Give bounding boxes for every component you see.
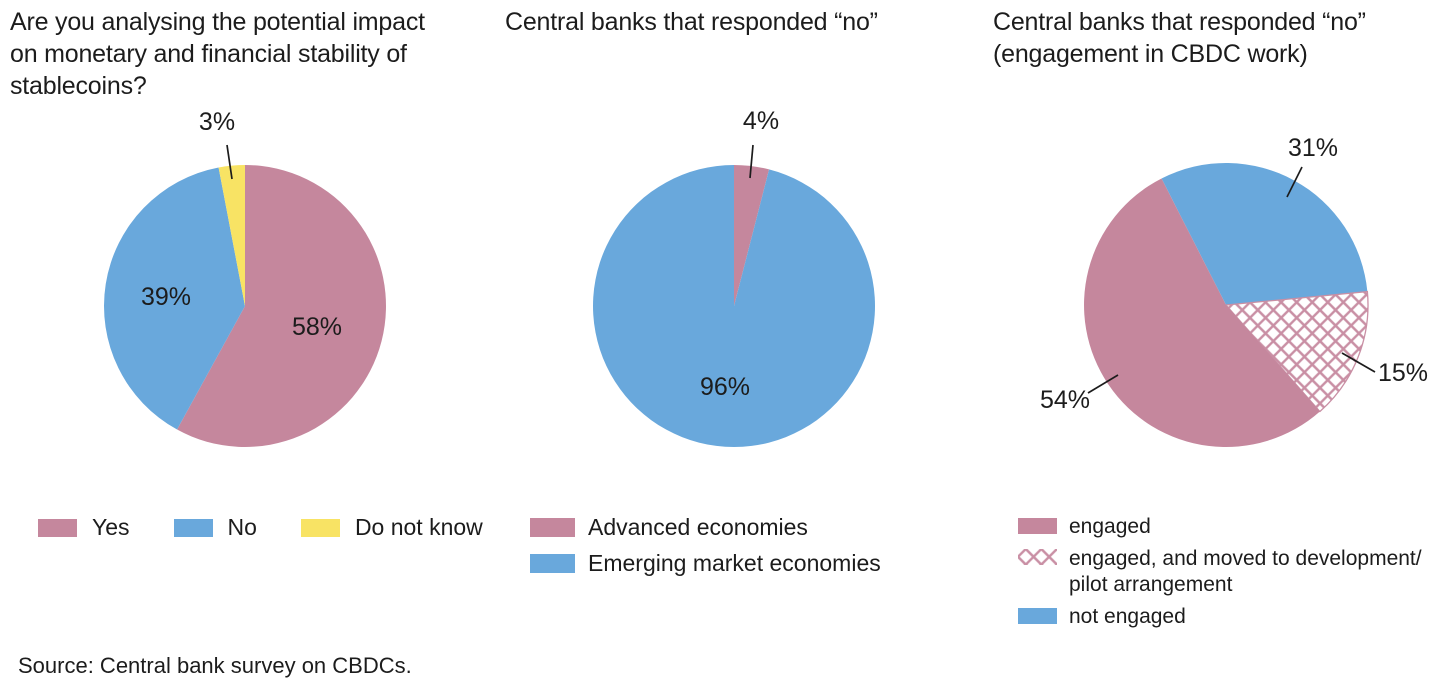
legend-item-advanced-economies: Advanced economies: [530, 514, 881, 541]
value-label-engaged: 54%: [1040, 386, 1090, 414]
legend-label-do-not-know: Do not know: [354, 514, 483, 540]
legend-label-emerging-market-economies: Emerging market economies: [588, 550, 881, 576]
chart2-legend: Advanced economies Emerging market econo…: [530, 514, 881, 577]
value-label-not-engaged: 31%: [1288, 134, 1338, 162]
legend-item-not-engaged: not engaged: [1018, 604, 1422, 630]
pie-slice-not-engaged: [1161, 163, 1368, 305]
legend-label-no: No: [227, 514, 257, 540]
leader-line-engaged: [1087, 374, 1119, 394]
not-engaged-swatch: [1018, 608, 1057, 624]
pie-slice-no: [104, 167, 245, 430]
legend-label-engaged-moved-line1: engaged, and moved to development/: [1069, 547, 1422, 570]
legend-item-engaged-moved: engaged, and moved to development/ pilot…: [1018, 546, 1422, 598]
chart2-title: Central banks that responded “no”: [505, 8, 878, 36]
pie1-slices: [104, 165, 386, 447]
legend-label-engaged: engaged: [1069, 515, 1151, 538]
legend-label-not-engaged: not engaged: [1069, 605, 1186, 628]
legend-label-engaged-moved: engaged, and moved to development/ pilot…: [1069, 546, 1422, 598]
value-label-advanced-economies: 4%: [743, 107, 779, 135]
leader-line-do-not-know: [226, 144, 233, 180]
pie-slice-advanced-economies: [734, 165, 770, 306]
legend-item-do-not-know: Do not know: [300, 514, 483, 541]
emerging-market-economies-swatch: [530, 554, 575, 573]
leader-line-engaged-moved: [1341, 352, 1376, 373]
legend-item-no: No: [173, 514, 257, 541]
pie2-slices: [593, 165, 876, 447]
advanced-economies-swatch: [530, 518, 575, 537]
legend-item-yes: Yes: [38, 514, 130, 541]
yes-swatch: [38, 518, 77, 537]
pie-slice-engaged: [1084, 178, 1320, 447]
value-label-do-not-know: 3%: [199, 108, 235, 136]
legend-label-yes: Yes: [92, 514, 130, 540]
legend-item-engaged: engaged: [1018, 514, 1422, 540]
pie-chart-responded-no-economies: 4% 96%: [593, 107, 876, 447]
pie-slice-emerging-market-economies: [593, 165, 876, 447]
do-not-know-swatch: [300, 518, 340, 537]
chart1-legend: Yes No Do not know: [38, 514, 483, 541]
engaged-swatch: [1018, 518, 1057, 534]
leader-line-not-engaged: [1286, 166, 1303, 198]
leader-line-advanced-economies: [749, 144, 754, 179]
no-swatch: [173, 518, 213, 537]
pie-chart-stablecoin-analysis: 58% 39% 3%: [104, 108, 386, 447]
value-label-emerging-market-economies: 96%: [700, 373, 750, 401]
value-label-no: 39%: [141, 283, 191, 311]
pie-slice-engaged-and-moved-to-development-pilot-arrangement: [1224, 290, 1369, 413]
legend-item-emerging-market-economies: Emerging market economies: [530, 550, 881, 577]
pie-chart-cbdc-engagement: 31% 15% 54%: [1040, 134, 1428, 447]
crosshatch-swatch: [1018, 549, 1057, 565]
value-label-engaged-moved: 15%: [1378, 359, 1428, 387]
legend-label-engaged-moved-line2: pilot arrangement: [1069, 573, 1233, 596]
chart1-title: Are you analysing the potential impact o…: [10, 8, 425, 100]
pie-slice-yes: [177, 165, 386, 447]
chart3-legend: engaged engaged, and moved to developmen…: [1018, 514, 1422, 630]
value-label-yes: 58%: [292, 313, 342, 341]
legend-label-advanced-economies: Advanced economies: [588, 514, 808, 540]
chart3-title: Central banks that responded “no” (engag…: [993, 8, 1366, 68]
source-note: Source: Central bank survey on CBDCs.: [18, 653, 412, 678]
pie3-slices: [1084, 163, 1369, 447]
pie-slice-do-not-know: [218, 165, 245, 306]
